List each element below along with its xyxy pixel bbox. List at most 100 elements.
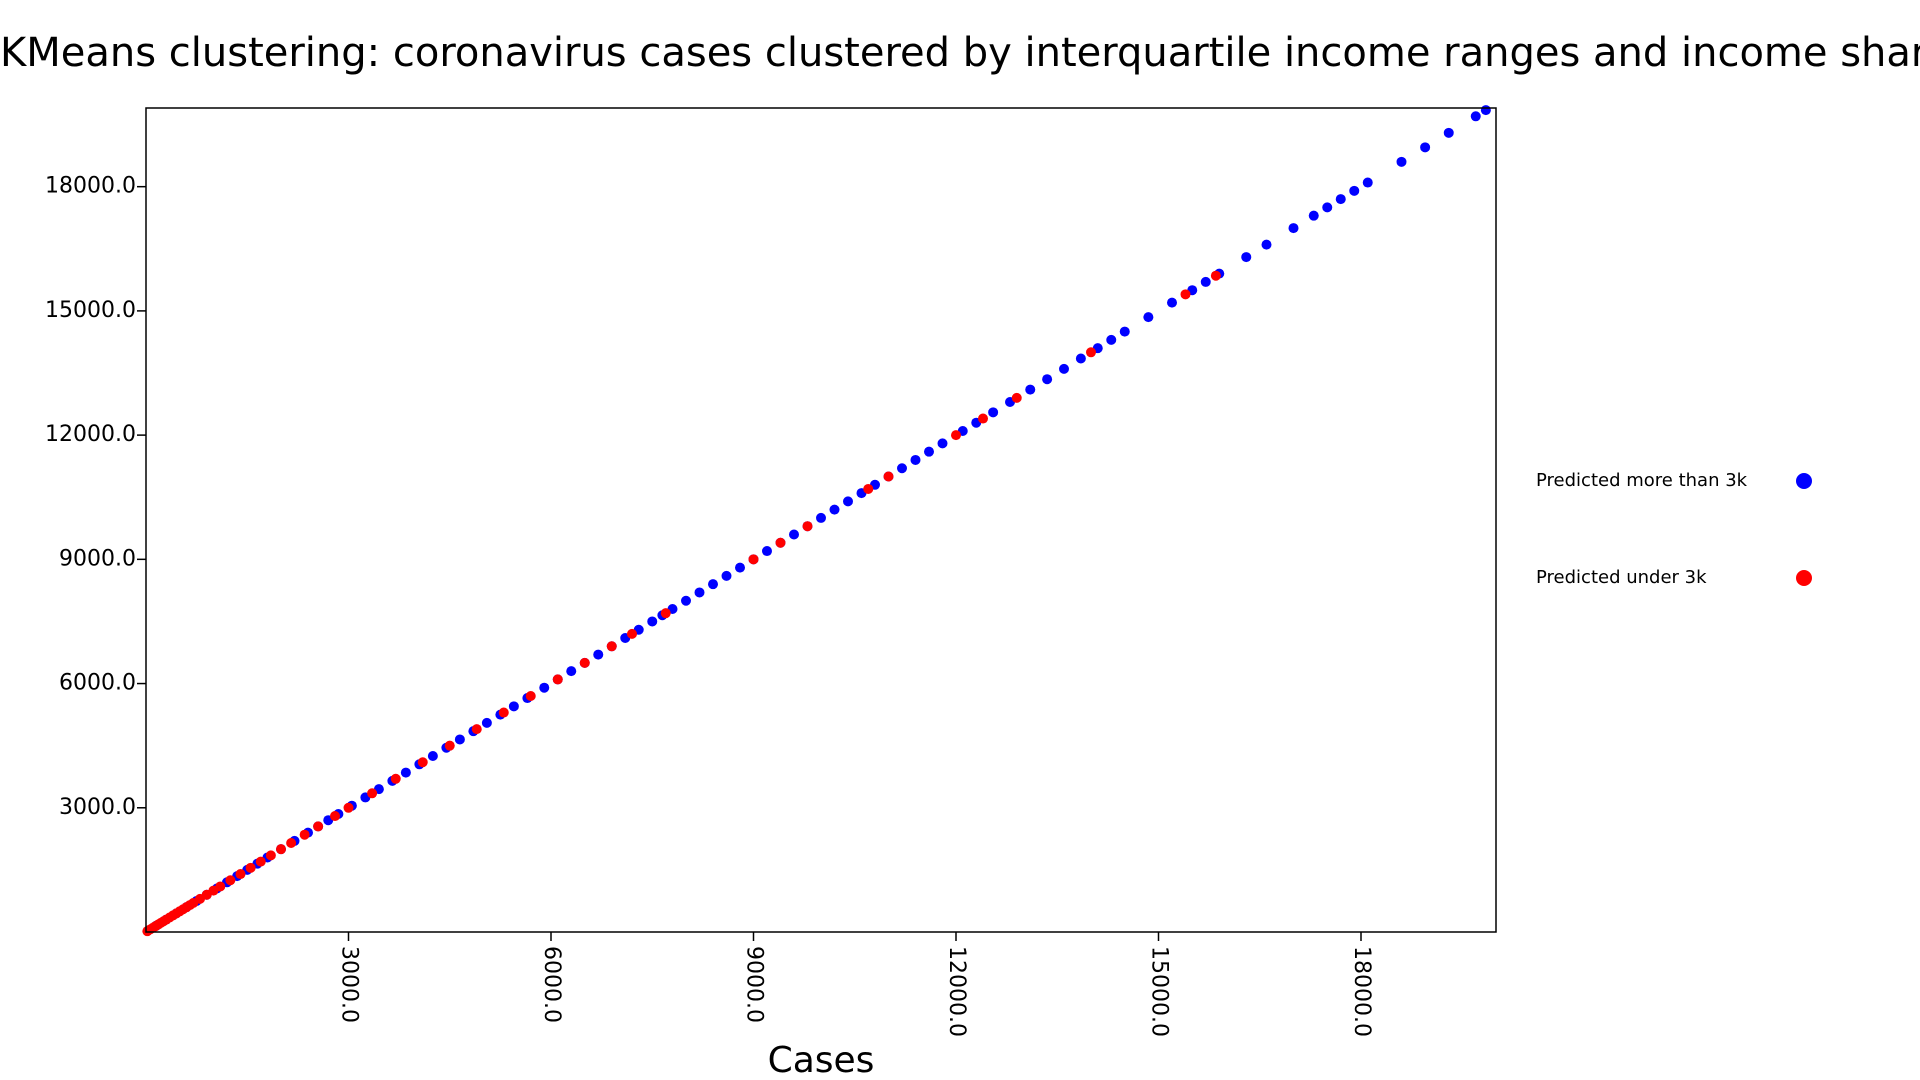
data-point xyxy=(1075,353,1086,364)
data-point xyxy=(245,862,256,873)
data-point xyxy=(225,875,236,886)
data-point xyxy=(330,811,340,822)
data-point xyxy=(1308,210,1319,221)
data-point xyxy=(1042,374,1053,385)
x-tick-label: 9000.0 xyxy=(742,946,767,1023)
data-point xyxy=(235,869,246,880)
data-point xyxy=(1362,177,1373,188)
data-point xyxy=(255,856,266,867)
y-tick-label: 6000.0 xyxy=(59,671,136,696)
data-point xyxy=(579,657,590,668)
data-point xyxy=(748,554,759,565)
data-point xyxy=(444,740,455,751)
plot-frame xyxy=(145,107,1497,933)
data-point xyxy=(816,512,826,523)
legend-label: Predicted more than 3k xyxy=(1536,470,1748,491)
data-point xyxy=(400,767,411,778)
data-point xyxy=(1011,392,1022,403)
data-point xyxy=(343,802,354,813)
data-point xyxy=(1288,223,1299,234)
data-point xyxy=(471,724,482,735)
data-point xyxy=(1349,185,1360,196)
y-tick-label: 18000.0 xyxy=(45,174,136,199)
legend-marker xyxy=(1796,570,1812,586)
data-point xyxy=(498,707,509,718)
data-point xyxy=(1086,347,1096,358)
data-point xyxy=(367,788,378,799)
data-point xyxy=(910,454,921,465)
data-point xyxy=(593,649,604,660)
data-point xyxy=(1322,202,1333,213)
data-point xyxy=(627,628,637,639)
data-point xyxy=(1180,289,1191,300)
data-point xyxy=(897,463,907,474)
x-axis-title: Cases xyxy=(768,1040,875,1080)
x-tick-label: 6000.0 xyxy=(539,946,564,1023)
data-point xyxy=(1470,111,1481,122)
data-point xyxy=(1396,156,1407,167)
data-point xyxy=(1025,384,1036,395)
data-point xyxy=(390,773,401,784)
data-point xyxy=(988,407,999,418)
data-point xyxy=(721,570,732,581)
data-point xyxy=(951,430,961,441)
data-point xyxy=(937,438,948,449)
data-point xyxy=(708,579,718,590)
data-point xyxy=(276,844,286,855)
y-axis-ticks: 3000.0 6000.0 9000.0 12000.0 15000.0 18000.0 xyxy=(45,174,146,820)
y-tick-label: 12000.0 xyxy=(45,422,136,447)
data-point xyxy=(647,616,658,627)
data-point xyxy=(978,413,988,424)
data-point xyxy=(1210,270,1221,281)
data-point xyxy=(606,641,617,652)
data-point xyxy=(508,701,519,712)
data-point xyxy=(863,483,874,494)
data-point xyxy=(1420,142,1431,153)
data-point xyxy=(1261,239,1272,250)
data-point xyxy=(762,546,772,557)
data-point xyxy=(417,757,428,768)
data-point xyxy=(660,608,671,619)
data-point xyxy=(681,595,691,606)
x-tick-label: 15000.0 xyxy=(1147,946,1172,1037)
data-point xyxy=(215,881,226,892)
data-point xyxy=(525,690,536,701)
x-axis-ticks: 3000.0 6000.0 9000.0 12000.0 15000.0 18000.0 xyxy=(337,932,1374,1037)
legend-marker xyxy=(1796,473,1812,489)
data-point xyxy=(1119,326,1130,337)
y-tick-label: 9000.0 xyxy=(59,546,136,571)
data-point xyxy=(265,850,276,861)
data-point xyxy=(1480,105,1491,116)
data-point xyxy=(883,471,894,482)
data-point xyxy=(1241,252,1252,263)
data-point xyxy=(286,837,297,848)
legend-label: Predicted under 3k xyxy=(1536,567,1707,588)
data-point xyxy=(829,504,840,515)
data-point xyxy=(299,829,310,840)
legend: Predicted more than 3k Predicted under 3k xyxy=(1536,470,1812,588)
y-tick-label: 15000.0 xyxy=(45,298,136,323)
data-point xyxy=(775,537,786,548)
data-point xyxy=(924,446,934,457)
y-tick-label: 3000.0 xyxy=(59,795,136,820)
data-point xyxy=(735,562,745,573)
data-point xyxy=(539,682,550,693)
data-point xyxy=(427,751,438,762)
data-point xyxy=(1200,276,1211,287)
data-point xyxy=(802,521,813,532)
data-point xyxy=(1335,194,1346,205)
data-point xyxy=(481,717,492,728)
chart-title: KMeans clustering: coronavirus cases clu… xyxy=(0,30,1920,76)
data-point xyxy=(1143,312,1154,323)
data-point xyxy=(454,734,465,745)
data-point xyxy=(789,529,799,540)
x-tick-label: 3000.0 xyxy=(337,946,362,1023)
data-point xyxy=(1059,363,1069,374)
x-tick-label: 12000.0 xyxy=(944,946,969,1037)
data-point xyxy=(313,821,324,832)
data-point xyxy=(694,587,705,598)
points-layer xyxy=(142,105,1491,937)
data-point xyxy=(843,496,853,507)
data-point xyxy=(566,666,577,677)
